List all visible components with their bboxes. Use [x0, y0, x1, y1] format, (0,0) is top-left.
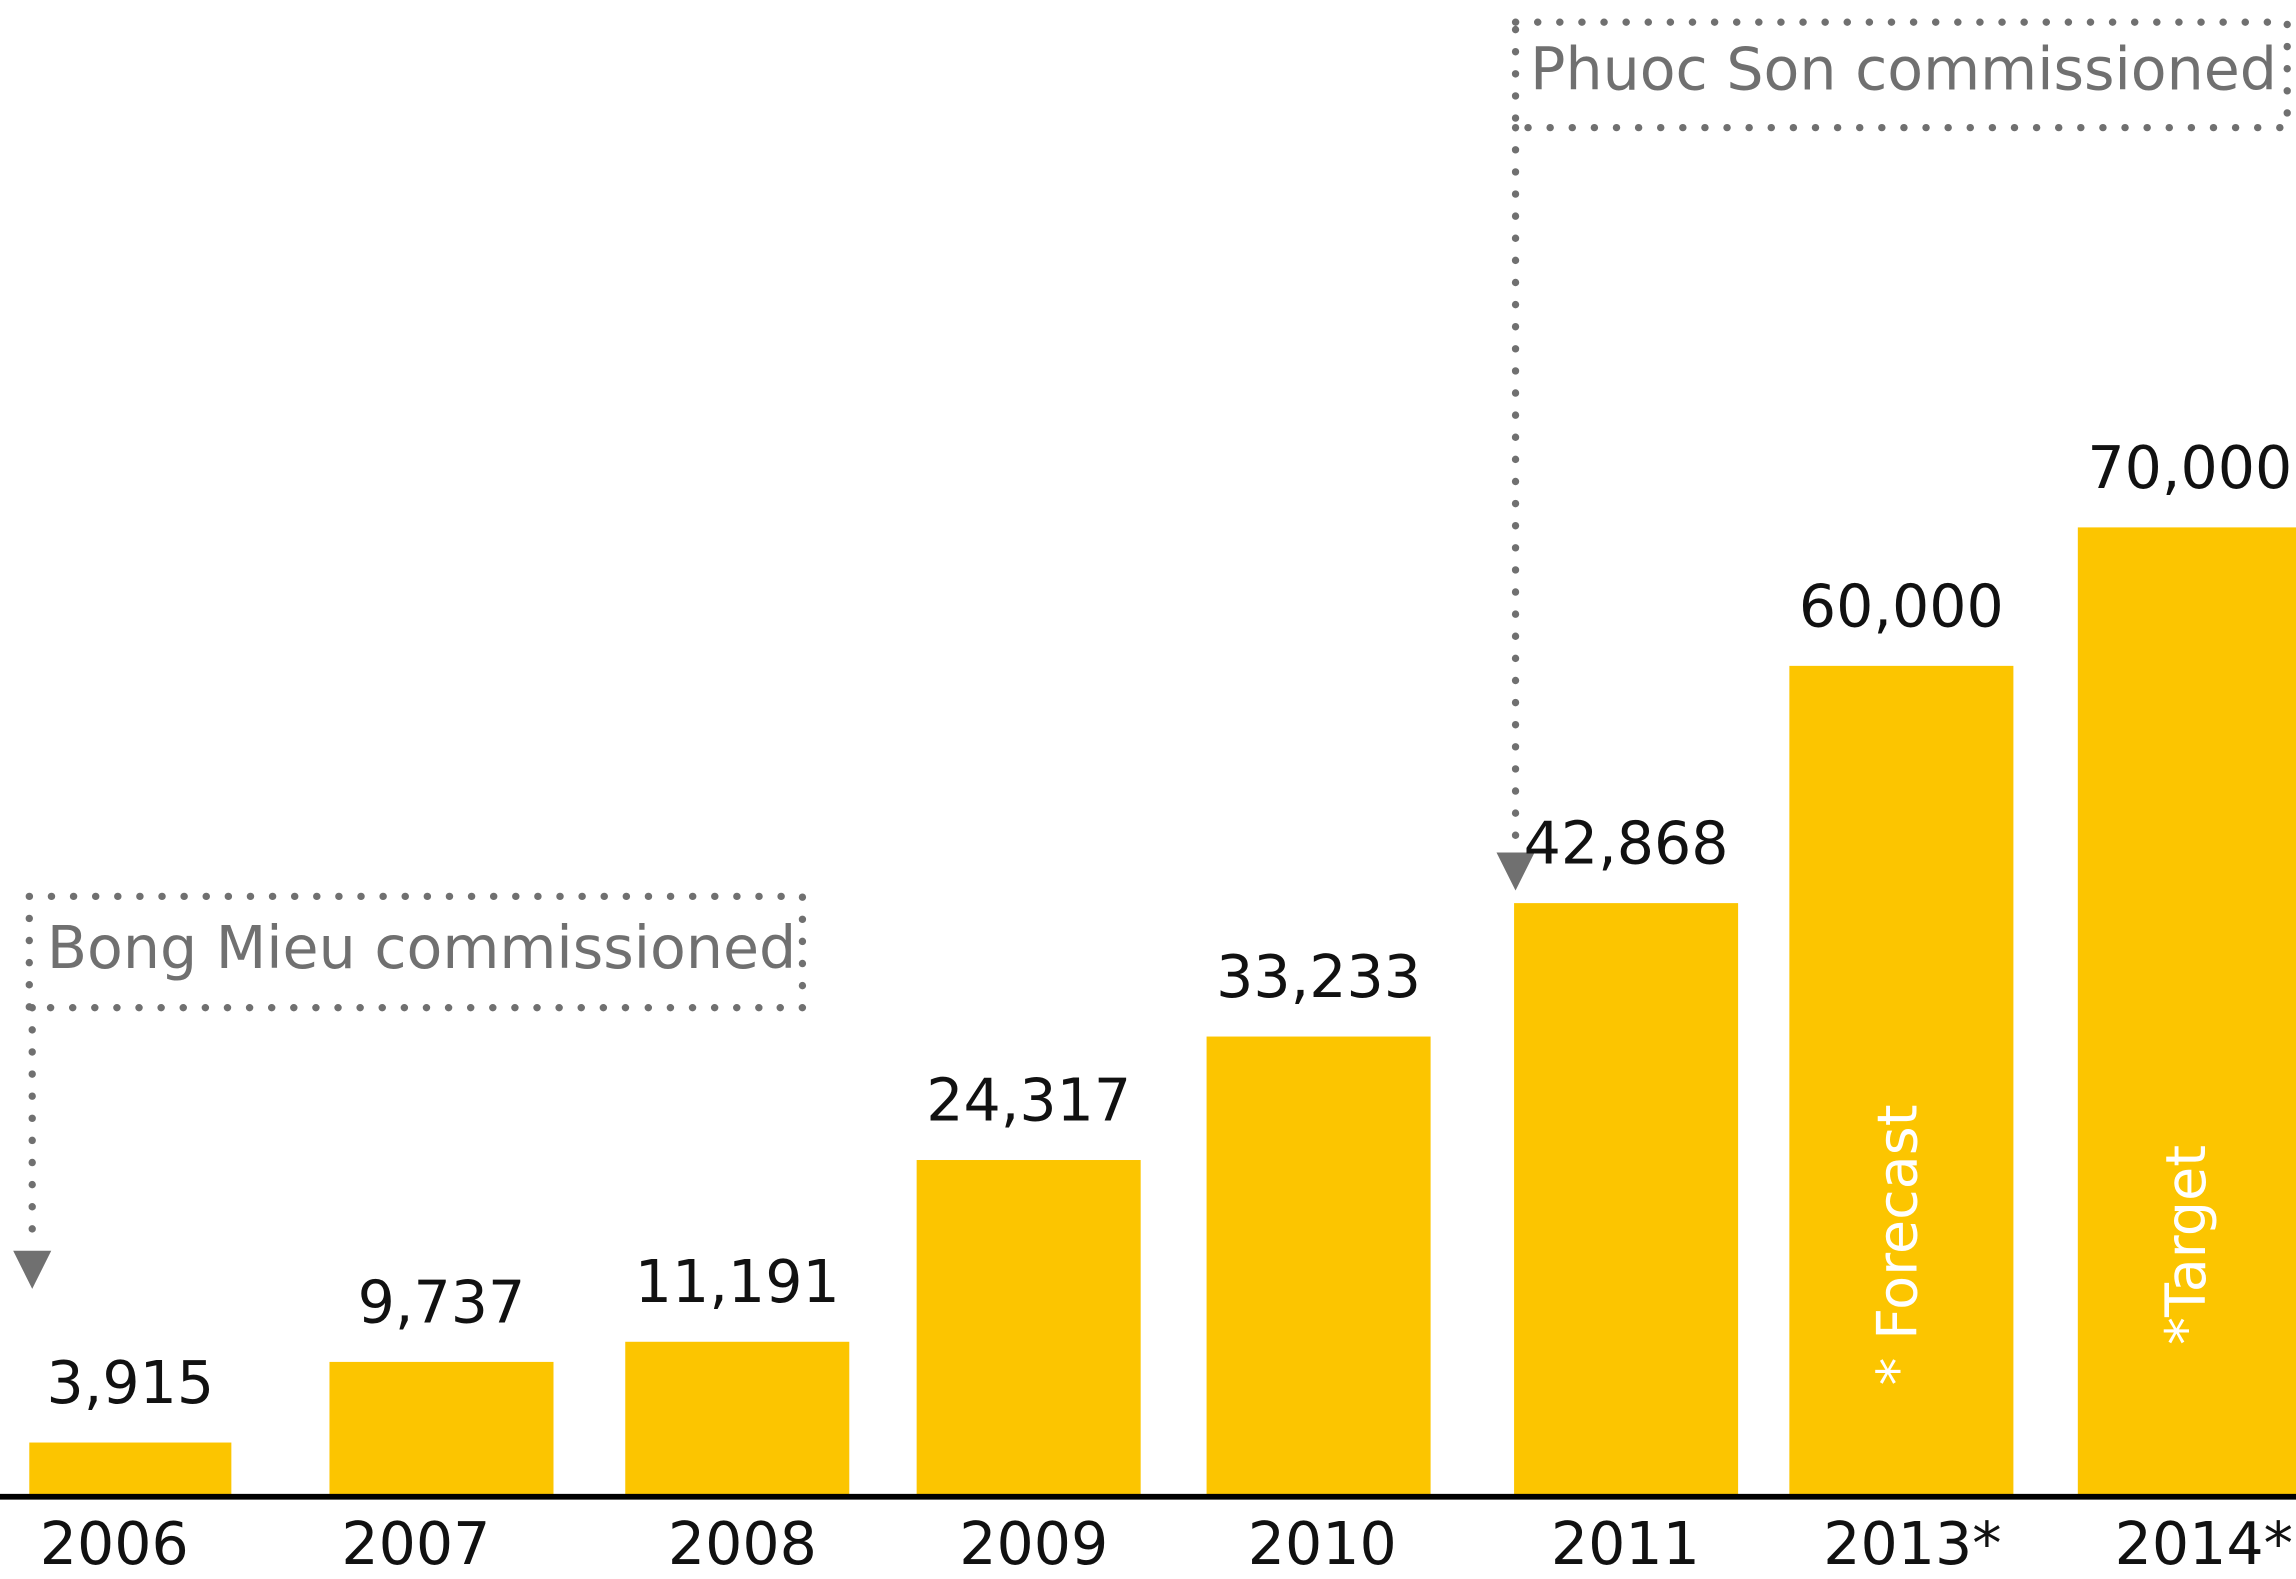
bar	[329, 1361, 554, 1497]
bar	[1206, 1036, 1431, 1497]
bar-note: * Forecast	[1866, 1104, 1931, 1385]
value-label: 60,000	[1799, 572, 2004, 640]
bar-note: *Target	[2154, 1145, 2219, 1345]
value-label: 9,737	[358, 1268, 526, 1336]
value-label: 70,000	[2087, 434, 2292, 502]
annotation-box	[1511, 18, 2291, 132]
annotation-arrow	[1496, 852, 1535, 891]
bar	[2077, 527, 2296, 1497]
annotation-arrow	[13, 1250, 52, 1289]
value-label: 11,191	[635, 1248, 840, 1316]
x-tick-label: 2014*	[2115, 1510, 2293, 1578]
x-tick-label: 2010	[1248, 1510, 1397, 1578]
bar	[29, 1442, 232, 1497]
bar	[625, 1341, 850, 1497]
bar	[1789, 665, 2014, 1497]
x-tick-label: 2011	[1551, 1510, 1700, 1578]
x-tick-label: 2006	[40, 1510, 189, 1578]
x-tick-label: 2007	[341, 1510, 490, 1578]
x-tick-label: 2008	[668, 1510, 817, 1578]
bar	[916, 1160, 1141, 1497]
x-tick-label: 2013*	[1823, 1510, 2001, 1578]
bar	[1514, 903, 1739, 1497]
annotation: Phuoc Son commissioned	[1530, 36, 2277, 104]
value-label: 24,317	[926, 1066, 1131, 1134]
value-label: 33,233	[1216, 943, 1421, 1011]
value-label: 3,915	[46, 1349, 214, 1417]
x-tick-label: 2009	[959, 1510, 1108, 1578]
annotation: Bong Mieu commissioned	[47, 914, 796, 982]
value-label: 42,868	[1524, 810, 1729, 878]
